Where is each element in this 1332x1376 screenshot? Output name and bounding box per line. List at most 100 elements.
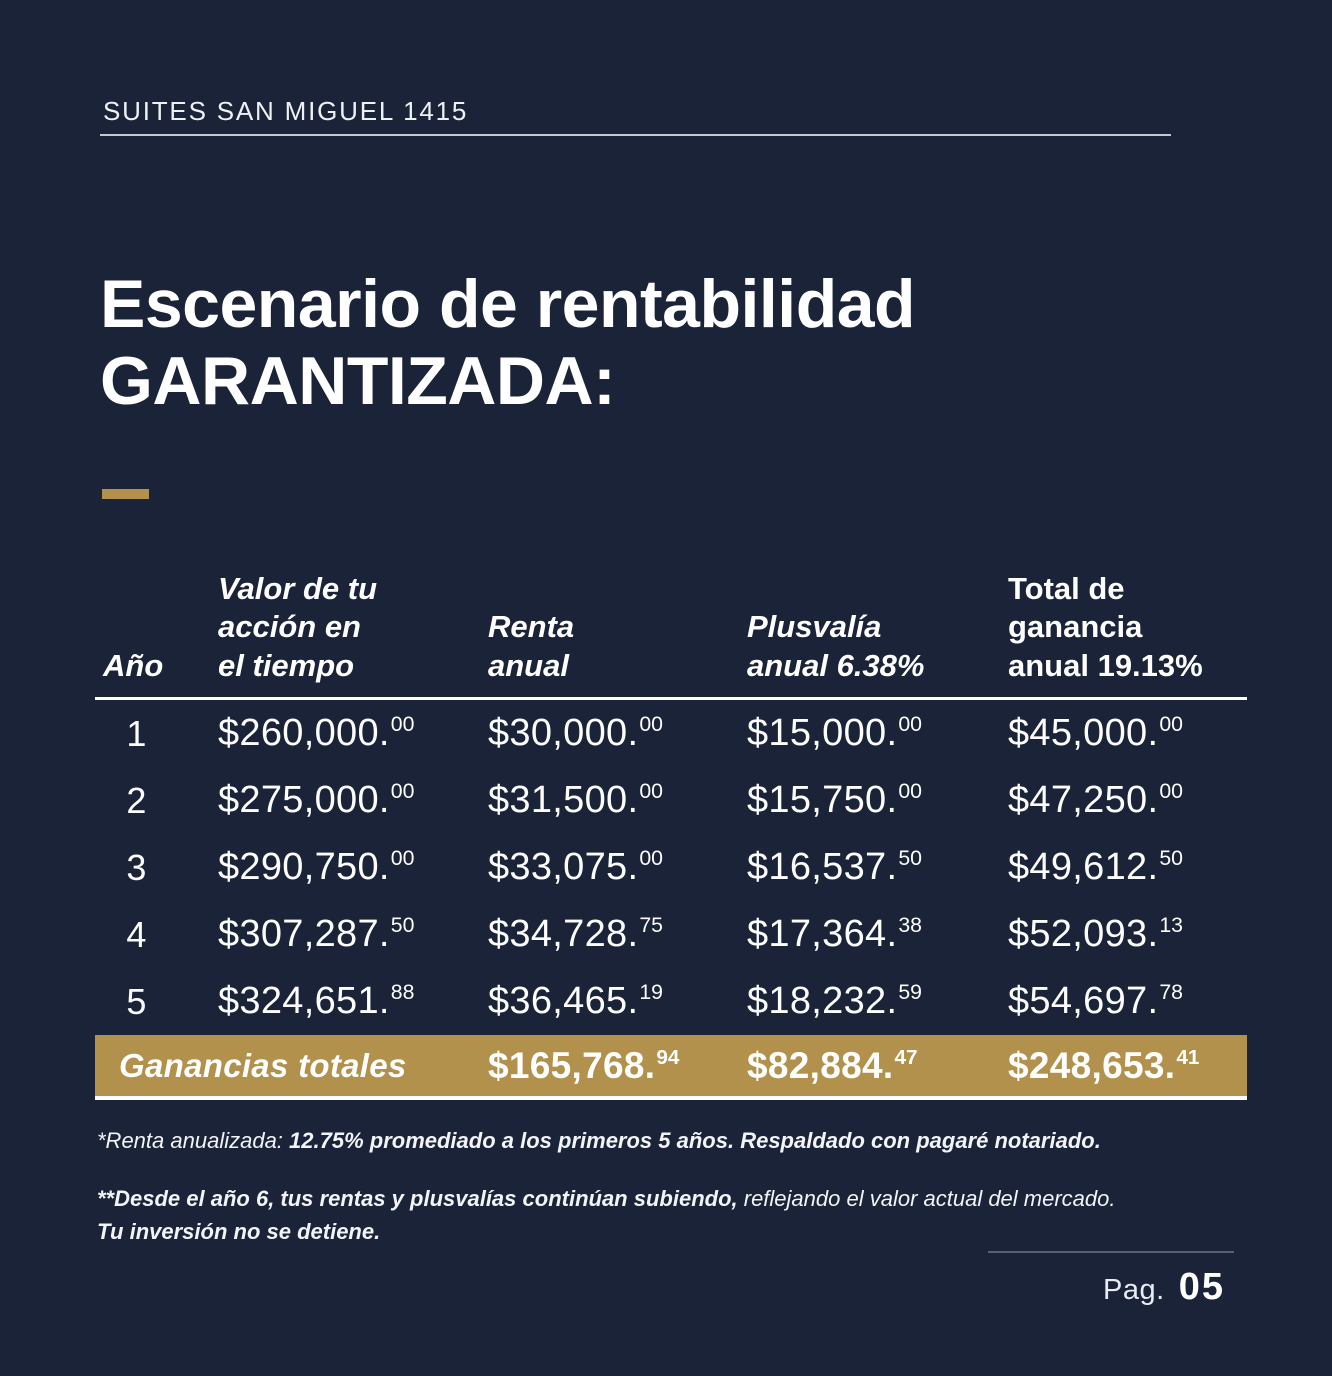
money-cell: $15,750.00	[747, 779, 1008, 822]
amount: $45,000.	[1008, 712, 1159, 754]
amount: $34,728.	[488, 913, 639, 955]
amount-cents: 50	[898, 845, 922, 870]
amount-cents: 00	[390, 778, 415, 803]
table-row: 3 $290,750.00 $33,075.00 $16,537.50 $49,612.…	[95, 834, 1247, 901]
year-cell: 5	[126, 980, 147, 1022]
amount: $275,000.	[218, 779, 390, 821]
header-label: Total de	[1008, 570, 1125, 606]
money-cell: $18,232.59	[747, 980, 1008, 1023]
header-label: el tiempo	[218, 647, 355, 683]
amount-cents: 00	[898, 711, 922, 736]
amount-cents: 41	[1176, 1045, 1200, 1069]
amount: $290,750.	[218, 846, 390, 888]
totals-label: Ganancias totales	[119, 1046, 407, 1084]
amount: $307,287.	[218, 913, 390, 955]
table-header-divider	[95, 697, 1247, 700]
table-row: 1 $260,000.00 $30,000.00 $15,000.00 $45,000.…	[95, 700, 1247, 767]
header-label: anual 6.38%	[747, 647, 925, 683]
amount-cents: 88	[390, 979, 415, 1004]
footnote-text-light: *Renta anualizada:	[97, 1128, 290, 1153]
money-cell: $275,000.00	[218, 779, 488, 822]
money-cell: $31,500.00	[488, 779, 747, 822]
totals-renta: $165,768.94	[488, 1045, 747, 1087]
page-number-label: Pag.	[1103, 1274, 1165, 1306]
money-cell: $307,287.50	[218, 913, 488, 956]
money-cell: $30,000.00	[488, 712, 747, 755]
amount: $49,612.	[1008, 846, 1159, 888]
header-cell-year: Año	[95, 647, 218, 685]
header-cell-valor: Valor de tu acción en el tiempo	[218, 570, 488, 685]
amount-cents: 78	[1159, 979, 1183, 1004]
amount-cents: 75	[639, 912, 663, 937]
amount-cents: 00	[639, 711, 663, 736]
money-cell: $33,075.00	[488, 846, 747, 889]
table-header-row: Año Valor de tu acción en el tiempo Rent…	[95, 540, 1247, 697]
header-label: acción en	[218, 609, 361, 645]
footnote-desde-ano-6: **Desde el año 6, tus rentas y plusvalía…	[97, 1182, 1257, 1248]
amount-cents: 19	[639, 979, 663, 1004]
header-label: anual 19.13%	[1008, 647, 1203, 683]
page-title-line1: Escenario de rentabilidad	[100, 266, 916, 342]
money-cell: $45,000.00	[1008, 712, 1247, 755]
profit-table: Año Valor de tu acción en el tiempo Rent…	[95, 540, 1247, 1100]
header-cell-plusvalia: Plusvalía anual 6.38%	[747, 608, 1008, 685]
header-label: Año	[103, 647, 164, 683]
amount: $82,884.	[747, 1044, 894, 1086]
amount-cents: 00	[1159, 711, 1183, 736]
money-cell: $52,093.13	[1008, 913, 1247, 956]
amount: $54,697.	[1008, 980, 1159, 1022]
amount: $36,465.	[488, 980, 639, 1022]
totals-row: Ganancias totales $165,768.94 $82,884.47…	[95, 1035, 1247, 1100]
header-cell-total: Total de ganancia anual 19.13%	[1008, 570, 1247, 685]
year-cell: 3	[126, 846, 147, 888]
totals-plusvalia: $82,884.47	[747, 1045, 1008, 1087]
header-label: ganancia	[1008, 609, 1143, 645]
amount-cents: 50	[1159, 845, 1183, 870]
footnote-renta-anualizada: *Renta anualizada: 12.75% promediado a l…	[97, 1124, 1257, 1157]
amount-cents: 00	[390, 845, 415, 870]
money-cell: $17,364.38	[747, 913, 1008, 956]
table-row: 4 $307,287.50 $34,728.75 $17,364.38 $52,093.…	[95, 901, 1247, 968]
amount: $47,250.	[1008, 779, 1159, 821]
amount-cents: 00	[1159, 778, 1183, 803]
amount: $33,075.	[488, 846, 639, 888]
table-body: 1 $260,000.00 $30,000.00 $15,000.00 $45,000.…	[95, 700, 1247, 1035]
amount: $15,000.	[747, 712, 898, 754]
money-cell: $36,465.19	[488, 980, 747, 1023]
money-cell: $15,000.00	[747, 712, 1008, 755]
footnote-text-bold: Tu inversión no se detiene.	[97, 1219, 381, 1244]
amount: $248,653.	[1008, 1044, 1176, 1086]
amount-cents: 38	[898, 912, 922, 937]
amount: $18,232.	[747, 980, 898, 1022]
money-cell: $16,537.50	[747, 846, 1008, 889]
money-cell: $34,728.75	[488, 913, 747, 956]
footnote-text-light: reflejando el valor actual del mercado.	[737, 1186, 1116, 1211]
footnote-text-bold: 12.75% promediado a los primeros 5 años.…	[289, 1128, 1101, 1153]
amount: $30,000.	[488, 712, 639, 754]
brand-divider	[100, 134, 1171, 136]
amount: $15,750.	[747, 779, 898, 821]
header-label: Valor de tu	[218, 570, 378, 606]
amount-cents: 94	[656, 1045, 680, 1069]
amount: $324,651.	[218, 980, 390, 1022]
brand-title: SUITES SAN MIGUEL 1415	[103, 96, 469, 126]
money-cell: $260,000.00	[218, 712, 488, 755]
amount-cents: 59	[898, 979, 922, 1004]
amount-cents: 13	[1159, 912, 1183, 937]
amount: $260,000.	[218, 712, 390, 754]
amount-cents: 00	[898, 778, 922, 803]
footnote-text-bold: **Desde el año 6, tus rentas y plusvalía…	[97, 1186, 738, 1211]
amount: $165,768.	[488, 1044, 656, 1086]
money-cell: $49,612.50	[1008, 846, 1247, 889]
amount-cents: 50	[390, 912, 415, 937]
money-cell: $54,697.78	[1008, 980, 1247, 1023]
page-title-line2: GARANTIZADA:	[100, 342, 616, 419]
amount: $16,537.	[747, 846, 898, 888]
amount: $31,500.	[488, 779, 639, 821]
totals-total: $248,653.41	[1008, 1045, 1247, 1087]
year-cell: 2	[126, 779, 147, 821]
money-cell: $290,750.00	[218, 846, 488, 889]
money-cell: $47,250.00	[1008, 779, 1247, 822]
header-label: Plusvalía	[747, 609, 882, 645]
